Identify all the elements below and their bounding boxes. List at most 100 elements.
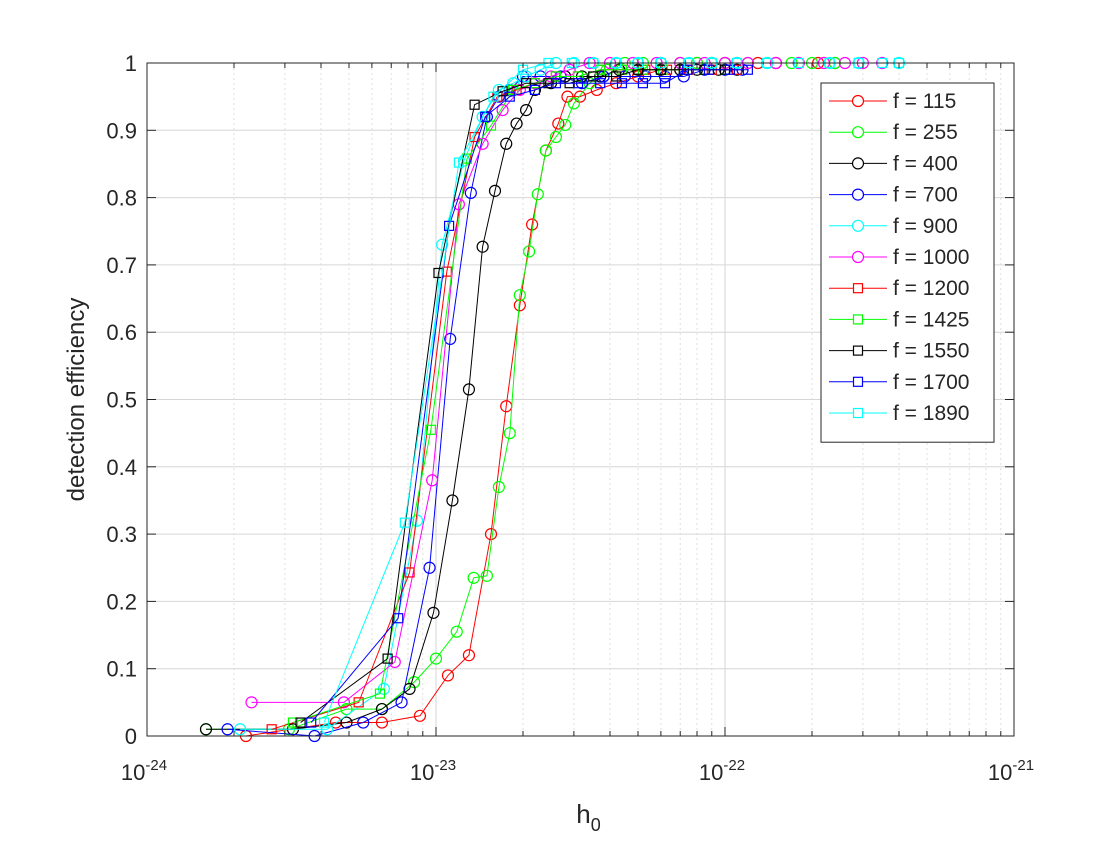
data-point: [520, 78, 532, 89]
legend-item: f = 1550: [829, 340, 969, 363]
legend-label: f = 1000: [893, 246, 969, 269]
x-axis-label-subscript: 0: [591, 815, 601, 835]
legend-item: f = 115: [829, 90, 956, 113]
data-point: [503, 427, 516, 440]
data-point: [399, 517, 410, 528]
data-point: [682, 64, 693, 75]
y-tick-label: 0.8: [106, 186, 137, 211]
legend-label: f = 700: [893, 184, 958, 207]
data-point: [528, 83, 542, 97]
x-axis-label-base: h: [576, 799, 590, 829]
x-tick-label: 10-23: [410, 757, 456, 785]
series-line: [310, 69, 748, 723]
data-point: [559, 118, 572, 132]
data-point: [321, 723, 334, 736]
y-tick-label: 0.3: [106, 522, 137, 547]
y-tick-label: 0.2: [106, 589, 137, 614]
data-point: [485, 120, 497, 131]
data-point: [497, 86, 508, 97]
data-point: [404, 567, 415, 578]
x-tick-label-base: 10: [699, 760, 723, 785]
y-tick-label: 0.7: [106, 253, 137, 278]
legend-item: f = 1890: [829, 402, 969, 425]
data-point: [429, 652, 443, 665]
x-tick-label: 10-21: [988, 757, 1034, 785]
legend-item: f = 700: [829, 184, 958, 207]
data-point: [567, 97, 580, 110]
legend-label: f = 1890: [893, 402, 969, 425]
data-point: [590, 83, 603, 97]
x-tick-label-exponent: -22: [723, 757, 745, 774]
data-point: [588, 71, 599, 82]
data-point: [318, 717, 330, 728]
legend-item: f = 900: [829, 215, 958, 238]
x-tick-label-exponent: -21: [1012, 757, 1034, 774]
data-point: [595, 64, 606, 75]
data-point: [375, 702, 389, 716]
data-point: [287, 717, 299, 728]
data-point: [357, 716, 370, 729]
data-point: [462, 649, 476, 662]
data-point: [425, 424, 436, 435]
x-tick-label: 10-24: [121, 757, 167, 785]
data-point: [464, 186, 477, 199]
data-point: [245, 696, 258, 709]
y-tick-label: 0.6: [106, 320, 137, 345]
data-point: [637, 78, 649, 89]
legend-marker: [852, 376, 864, 387]
data-point: [436, 238, 449, 251]
legend-box: [820, 82, 995, 443]
legend-label: f = 1550: [893, 340, 969, 363]
data-point: [549, 130, 563, 144]
data-point: [462, 383, 476, 396]
data-point: [488, 184, 502, 197]
legend-marker: [852, 283, 864, 294]
data-point: [234, 723, 247, 736]
data-point: [611, 71, 622, 82]
legend-marker: [851, 250, 865, 264]
y-axis-label: detection efficiency: [63, 298, 90, 502]
data-point: [504, 91, 515, 102]
data-point: [337, 696, 350, 709]
data-point: [488, 91, 499, 102]
data-point: [221, 723, 234, 736]
legend-label: f = 400: [893, 152, 958, 175]
x-axis-label: h0: [576, 799, 600, 835]
legend-marker: [852, 314, 864, 325]
data-point: [550, 71, 562, 82]
legend-label: f = 115: [893, 90, 956, 113]
legend-item: f = 255: [829, 121, 958, 144]
legend-marker: [851, 157, 865, 170]
y-tick-label: 0.4: [106, 455, 137, 480]
legend-marker: [851, 94, 865, 108]
y-tick-label: 1: [125, 51, 137, 76]
data-point: [659, 78, 671, 89]
data-point: [492, 480, 505, 494]
data-point: [441, 669, 455, 682]
legend-label: f = 1700: [893, 371, 969, 394]
data-point: [446, 494, 459, 507]
data-point: [510, 117, 523, 130]
data-point: [476, 137, 489, 150]
legend-marker: [851, 188, 865, 201]
x-tick-label-exponent: -23: [434, 757, 456, 774]
data-point: [306, 717, 317, 728]
data-point: [453, 157, 464, 168]
data-point: [513, 289, 526, 302]
data-point: [375, 716, 389, 729]
data-point: [639, 70, 652, 83]
data-point: [426, 474, 439, 487]
data-point: [572, 78, 584, 89]
data-point: [340, 716, 353, 729]
data-point: [561, 90, 574, 103]
data-point: [508, 84, 519, 96]
legend-marker: [851, 126, 865, 139]
data-point: [543, 78, 554, 89]
data-point: [618, 70, 631, 83]
data-point: [531, 188, 544, 201]
x-tick-label-exponent: -24: [145, 757, 167, 774]
data-point: [534, 63, 547, 76]
legend-item: f = 400: [829, 152, 958, 175]
data-point: [413, 709, 427, 722]
